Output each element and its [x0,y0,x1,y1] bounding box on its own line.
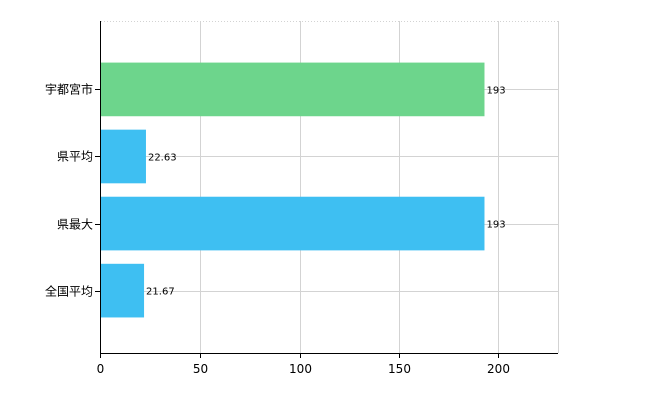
bar [101,263,145,318]
x-tick-label: 0 [97,362,105,376]
bar [101,129,146,184]
x-tick-label: 50 [193,362,208,376]
x-tick-label: 150 [388,362,411,376]
data-label: 21.67 [146,287,175,298]
y-tick-label: 全国平均 [45,284,93,299]
y-tick-label: 県最大 [57,218,93,232]
y-tick-label: 県平均 [57,150,93,164]
data-label: 193 [486,220,505,231]
bar [101,62,485,117]
data-label: 22.63 [148,152,177,163]
x-tick-label: 100 [289,362,312,376]
data-label: 193 [486,85,505,96]
x-tick-label: 200 [487,362,510,376]
bar [101,196,485,251]
y-tick-label: 宇都宮市 [45,82,93,97]
